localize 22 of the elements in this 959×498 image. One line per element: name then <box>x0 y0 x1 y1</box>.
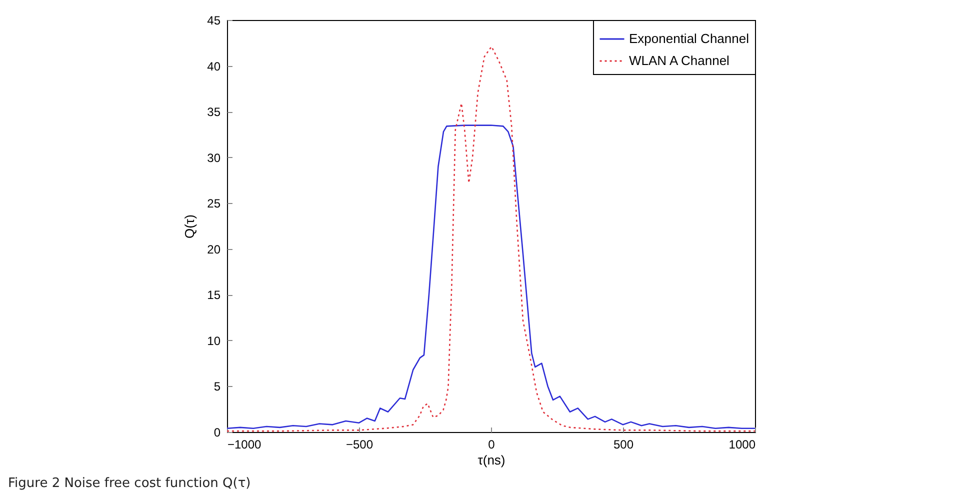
caption: Figure 2 Noise free cost function Q(τ) <box>8 476 251 491</box>
x-tick-label: 0 <box>488 438 496 452</box>
y-tick-label: 25 <box>207 196 221 211</box>
x-tick-label: −1000 <box>228 438 262 452</box>
line-series <box>226 46 756 432</box>
y-axis-title: Q(τ) <box>182 214 198 238</box>
x-tick-label: −500 <box>346 438 374 452</box>
x-axis-title: τ(ns) <box>478 452 506 468</box>
y-tick-label: 15 <box>207 288 221 302</box>
legend-label: Exponential Channel <box>629 31 750 46</box>
line-series <box>226 124 756 429</box>
y-tick-label: 35 <box>207 105 221 120</box>
y-tick-label: 30 <box>207 150 221 165</box>
y-tick-label: 20 <box>207 242 221 256</box>
x-tick-label: 500 <box>613 438 634 452</box>
x-tick-label: 1000 <box>728 438 756 452</box>
legend-label: WLAN A Channel <box>629 53 730 68</box>
y-tick-label: 40 <box>207 59 221 74</box>
y-tick-label: 10 <box>207 334 221 348</box>
y-tick-label: 45 <box>207 14 221 28</box>
y-tick-label: 0 <box>214 426 221 440</box>
y-tick-label: 5 <box>214 380 221 394</box>
